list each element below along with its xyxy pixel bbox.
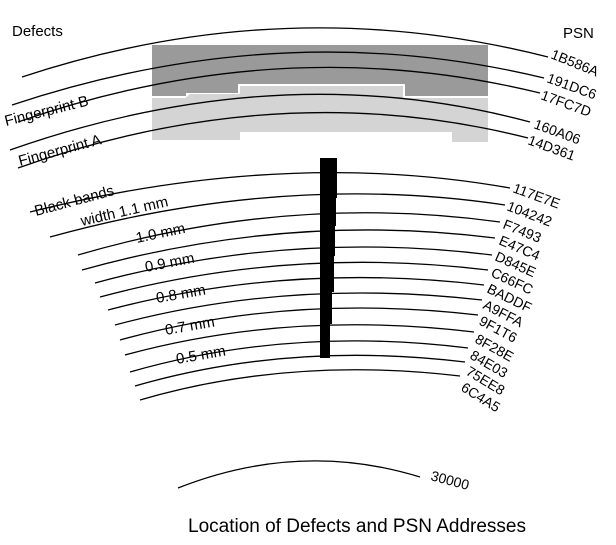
arc-e47c4 — [81, 229, 496, 271]
band-0.5mm — [320, 322, 330, 358]
fingerprint-a-region — [152, 86, 488, 142]
fingerprint-a-label: Fingerprint A — [17, 131, 104, 169]
arc-117e7e — [29, 171, 511, 213]
arc-160a06 — [9, 93, 531, 151]
arc-d845e — [94, 246, 493, 284]
arc-6c4a5 — [139, 369, 461, 401]
black-bands — [320, 158, 337, 358]
band-0.9mm — [320, 224, 335, 256]
fingerprint-b-region — [152, 45, 488, 96]
band-1.0mm — [320, 196, 336, 226]
arc-c66fc — [99, 261, 489, 298]
arc-17fc7d — [17, 66, 541, 123]
arc-191dc6 — [11, 51, 545, 106]
lower-track-arcs — [29, 171, 511, 401]
band-1.1mm — [320, 158, 337, 198]
arc-a9ffa — [114, 292, 483, 326]
arc-75ee8 — [134, 354, 466, 387]
band-0.8mm — [320, 254, 334, 292]
band-width-label-4: 0.8 mm — [155, 282, 207, 307]
arc-1b586a — [21, 27, 549, 78]
psn-label: PSN — [563, 25, 594, 42]
band-width-label-5: 0.7 mm — [164, 314, 216, 339]
defects-label: Defects — [12, 23, 63, 40]
arc-14d361 — [17, 111, 529, 169]
arc-baddf — [107, 276, 485, 311]
band-width-label-6: 0.5 mm — [175, 343, 227, 368]
band-0.7mm — [320, 290, 332, 324]
arc-30000 — [177, 460, 421, 489]
upper-track-arcs — [9, 27, 549, 169]
fingerprint-b-label: Fingerprint B — [3, 93, 90, 130]
figure-caption: Location of Defects and PSN Addresses — [188, 516, 526, 537]
arc-8f28e — [124, 324, 475, 356]
arc-f7493 — [77, 212, 501, 256]
inner-track-label: 30000 — [429, 467, 471, 493]
arc-104242 — [49, 193, 506, 238]
arc-9f1t6 — [119, 307, 479, 341]
arc-84e03 — [129, 340, 469, 373]
band-width-label-2: 1.0 mm — [134, 220, 186, 247]
